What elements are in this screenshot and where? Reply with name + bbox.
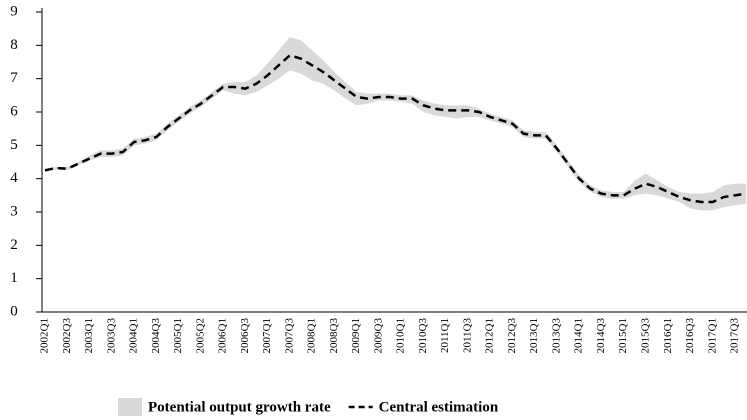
y-tick-label: 2 <box>10 237 18 253</box>
x-tick-label: 2004Q1 <box>128 318 140 353</box>
x-tick-label: 2011Q1 <box>439 318 451 353</box>
x-tick-label: 2013Q1 <box>528 318 540 353</box>
x-tick-label: 2006Q1 <box>217 318 229 353</box>
x-tick-label: 2012Q3 <box>506 318 518 354</box>
x-tick-label: 2014Q1 <box>573 318 585 353</box>
y-tick-label: 6 <box>10 103 18 119</box>
x-tick-label: 2008Q1 <box>306 318 318 353</box>
x-tick-label: 2013Q3 <box>550 318 562 354</box>
x-tick-label: 2003Q1 <box>83 318 95 353</box>
x-tick-label: 2007Q3 <box>283 318 295 354</box>
y-tick-label: 9 <box>10 3 18 19</box>
x-tick-label: 2002Q3 <box>61 318 73 354</box>
y-tick-label: 0 <box>10 303 18 319</box>
x-tick-label: 2017Q3 <box>729 318 741 354</box>
x-tick-label: 2004Q3 <box>150 318 162 354</box>
x-tick-label: 2014Q3 <box>595 318 607 354</box>
x-tick-label: 2008Q3 <box>328 318 340 354</box>
legend-label: Central estimation <box>379 399 499 415</box>
y-tick-label: 5 <box>10 137 18 153</box>
x-tick-label: 2002Q1 <box>39 318 51 353</box>
y-tick-label: 1 <box>10 270 18 286</box>
x-tick-label: 2005Q2 <box>194 318 206 353</box>
legend-label: Potential output growth rate <box>148 399 331 415</box>
y-tick-label: 8 <box>10 37 18 53</box>
x-tick-label: 2010Q1 <box>395 318 407 353</box>
x-tick-label: 2006Q3 <box>239 318 251 354</box>
x-tick-label: 2012Q1 <box>484 318 496 353</box>
y-tick-label: 4 <box>10 170 18 186</box>
x-tick-label: 2016Q3 <box>684 318 696 354</box>
x-tick-label: 2009Q1 <box>350 318 362 353</box>
x-tick-label: 2017Q1 <box>706 318 718 353</box>
x-tick-label: 2009Q3 <box>372 318 384 354</box>
x-tick-label: 2010Q3 <box>417 318 429 354</box>
x-tick-label: 2011Q3 <box>461 318 473 354</box>
x-tick-label: 2015Q3 <box>639 318 651 354</box>
x-tick-label: 2003Q3 <box>105 318 117 354</box>
line <box>44 53 747 204</box>
y-tick-label: 7 <box>10 70 18 86</box>
y-tick-label: 3 <box>10 203 18 219</box>
x-tick-label: 2016Q1 <box>662 318 674 353</box>
x-tick-label: 2005Q1 <box>172 318 184 353</box>
legend-swatch <box>118 398 142 416</box>
x-tick-label: 2015Q1 <box>617 318 629 353</box>
x-tick-label: 2007Q1 <box>261 318 273 353</box>
band-area <box>45 37 747 211</box>
